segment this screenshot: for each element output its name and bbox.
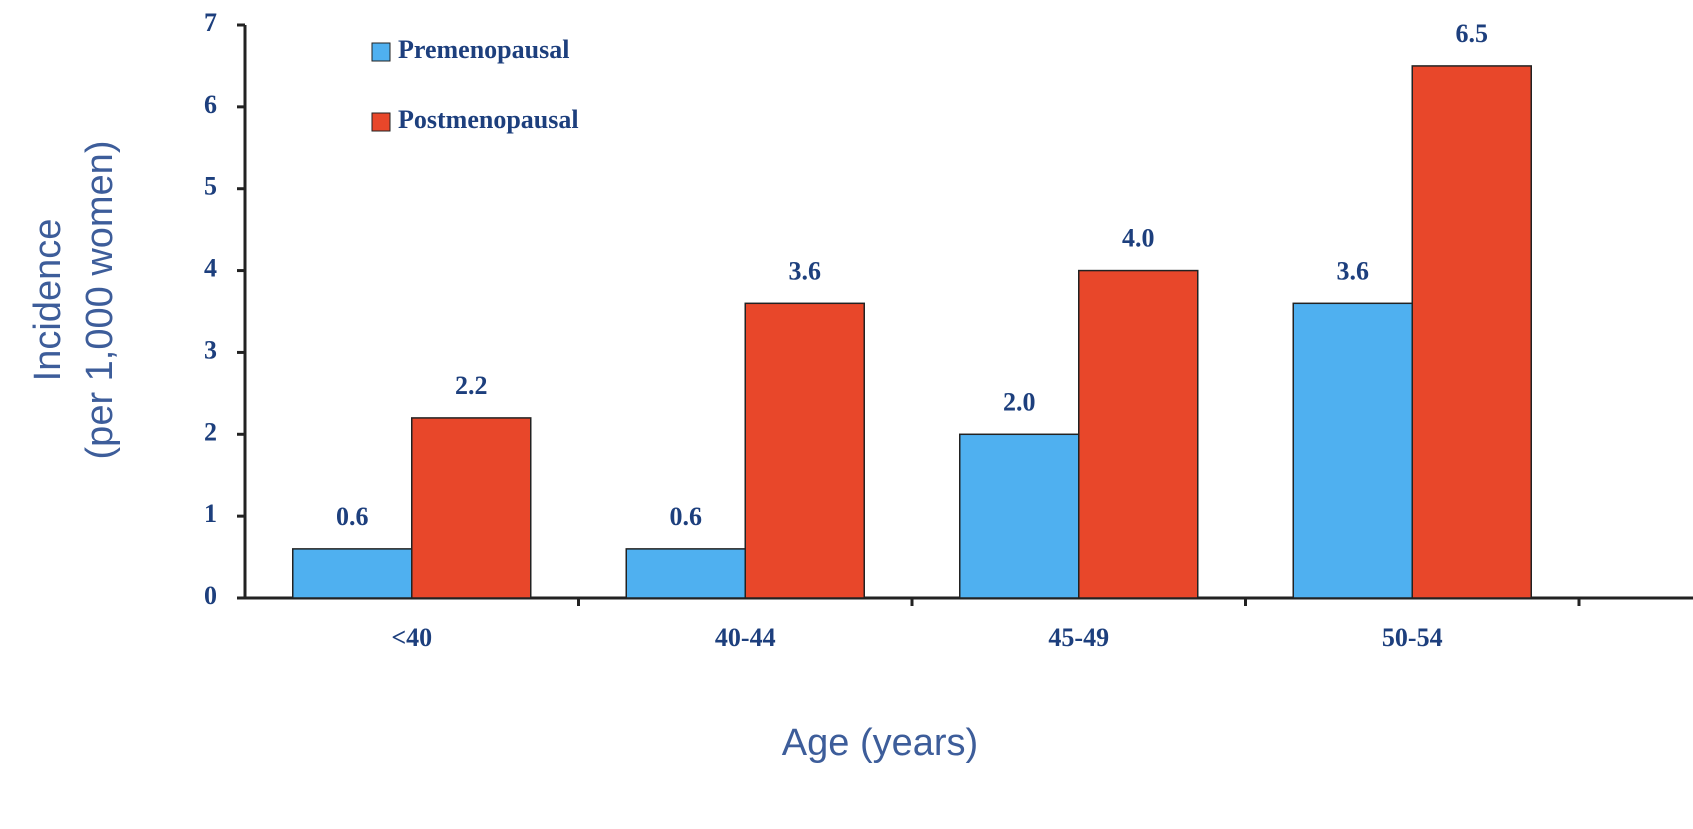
x-tick-label: <40 xyxy=(391,623,432,652)
x-tick-label: 50-54 xyxy=(1382,623,1443,652)
bar xyxy=(1411,65,1532,599)
bar xyxy=(292,548,413,599)
value-label: 2.2 xyxy=(455,371,488,400)
bar xyxy=(744,302,865,599)
y-tick-label: 6 xyxy=(204,90,217,119)
x-tick-label: 45-49 xyxy=(1048,623,1109,652)
legend-label: Premenopausal xyxy=(398,35,569,64)
legend-swatch xyxy=(371,42,391,62)
y-axis-title: (per 1,000 women) xyxy=(79,141,121,460)
value-label: 6.5 xyxy=(1456,19,1489,48)
bar xyxy=(411,417,532,599)
bar xyxy=(625,548,746,599)
bar xyxy=(1292,302,1413,599)
y-tick-label: 2 xyxy=(204,417,217,446)
value-label: 3.6 xyxy=(789,256,822,285)
y-tick-label: 4 xyxy=(204,254,217,283)
value-label: 2.0 xyxy=(1003,387,1036,416)
y-tick-label: 5 xyxy=(204,172,217,201)
bar xyxy=(959,433,1080,599)
value-label: 4.0 xyxy=(1122,224,1155,253)
x-tick-label: 40-44 xyxy=(715,623,776,652)
value-label: 0.6 xyxy=(670,502,703,531)
y-axis-title: Incidence xyxy=(27,219,69,382)
y-tick-label: 0 xyxy=(204,581,217,610)
bar xyxy=(1078,269,1199,599)
value-label: 3.6 xyxy=(1337,256,1370,285)
legend-label: Postmenopausal xyxy=(398,105,579,134)
legend-swatch xyxy=(371,112,391,132)
y-tick-label: 7 xyxy=(204,8,217,37)
y-tick-label: 1 xyxy=(204,499,217,528)
value-label: 0.6 xyxy=(336,502,369,531)
x-axis-title: Age (years) xyxy=(782,722,978,764)
y-tick-label: 3 xyxy=(204,335,217,364)
